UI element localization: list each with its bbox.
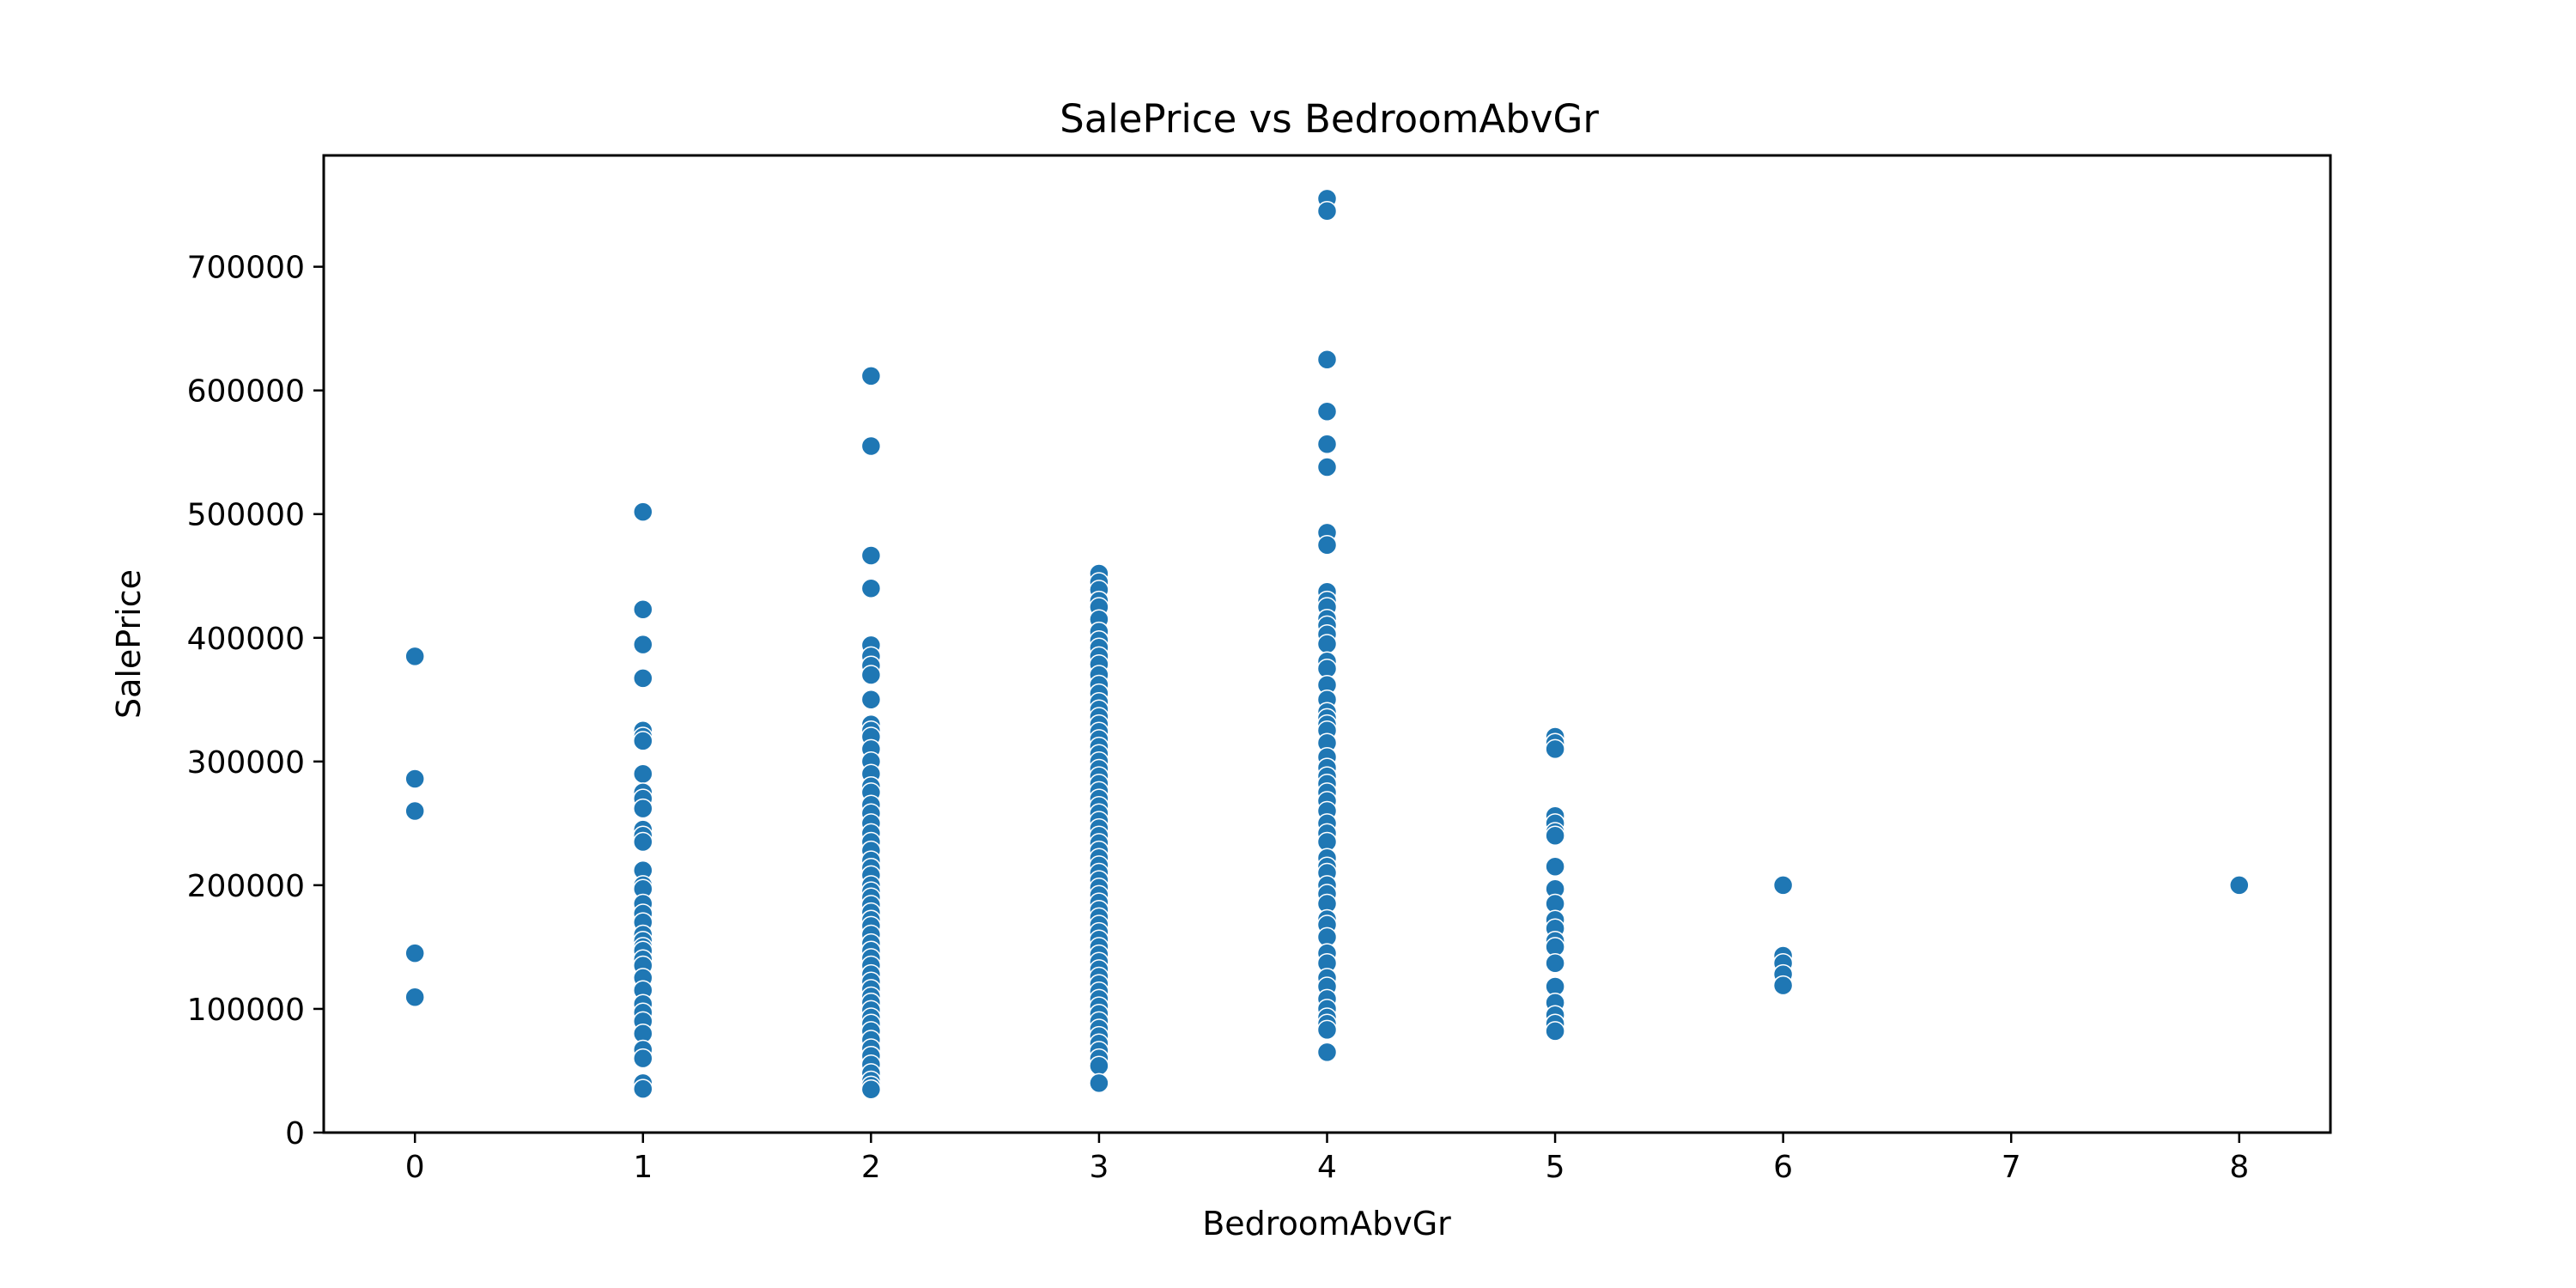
data-point	[404, 943, 425, 963]
data-point	[404, 800, 425, 822]
data-point	[633, 634, 653, 655]
data-point	[860, 690, 882, 710]
y-axis-label: SalePrice	[110, 569, 148, 719]
data-point	[633, 1078, 653, 1099]
data-point	[1545, 1021, 1565, 1042]
data-point	[1316, 1042, 1338, 1063]
chart-title: SalePrice vs BedroomAbvGr	[1060, 96, 1599, 142]
data-point	[1316, 634, 1338, 654]
data-point	[1316, 401, 1338, 422]
y-tick-label: 600000	[187, 374, 305, 410]
x-tick-label: 6	[1773, 1150, 1793, 1185]
data-point	[1545, 952, 1565, 974]
x-tick-label: 1	[633, 1150, 653, 1185]
x-tick-label: 3	[1089, 1150, 1109, 1185]
x-tick-label: 0	[405, 1150, 425, 1185]
data-point	[633, 501, 653, 522]
data-point	[1316, 535, 1338, 556]
x-tick-label: 4	[1317, 1150, 1337, 1185]
data-point	[1316, 1019, 1338, 1041]
y-tick-label: 100000	[187, 993, 305, 1028]
data-point	[633, 598, 653, 620]
y-tick-label: 400000	[187, 622, 305, 657]
data-point	[860, 1078, 882, 1100]
data-point	[860, 545, 882, 566]
x-axis-ticks: 0 1 2 3 4 5 6 7 8	[405, 1133, 2249, 1185]
points-layer	[404, 188, 2250, 1100]
data-point	[1316, 201, 1338, 222]
data-point	[1089, 1055, 1109, 1076]
plot-frame	[322, 154, 2332, 1134]
y-tick-label: 300000	[187, 745, 305, 781]
data-point	[1772, 975, 1794, 996]
y-tick-label: 500000	[187, 498, 305, 533]
data-point	[1089, 1072, 1109, 1094]
data-point	[633, 763, 653, 785]
data-point	[1316, 457, 1338, 477]
data-point	[633, 798, 653, 819]
x-tick-label: 2	[861, 1150, 881, 1185]
data-point	[860, 366, 882, 386]
y-tick-label: 700000	[187, 251, 305, 286]
data-point	[404, 769, 425, 789]
data-point	[633, 1048, 653, 1069]
data-point	[633, 731, 653, 751]
data-point	[404, 646, 425, 667]
data-point	[1545, 856, 1565, 878]
x-tick-label: 8	[2229, 1150, 2249, 1185]
y-tick-label: 200000	[187, 869, 305, 904]
data-point	[860, 665, 882, 685]
data-point	[1545, 825, 1565, 847]
y-axis-ticks: 0 100000 200000 300000 400000 500000 600000 700…	[187, 251, 324, 1151]
data-point	[1316, 349, 1338, 370]
x-tick-label: 5	[1546, 1150, 1565, 1185]
y-tick-label: 0	[285, 1116, 305, 1151]
data-point	[633, 668, 653, 689]
data-point	[633, 831, 653, 853]
x-tick-label: 7	[2002, 1150, 2021, 1185]
x-axis-label: BedroomAbvGr	[1202, 1205, 1451, 1242]
data-point	[860, 578, 882, 598]
data-point	[404, 987, 425, 1008]
data-point	[860, 435, 882, 457]
data-point	[1545, 738, 1565, 760]
data-point	[1316, 434, 1338, 454]
data-point	[1772, 875, 1794, 896]
data-point	[2229, 875, 2250, 896]
